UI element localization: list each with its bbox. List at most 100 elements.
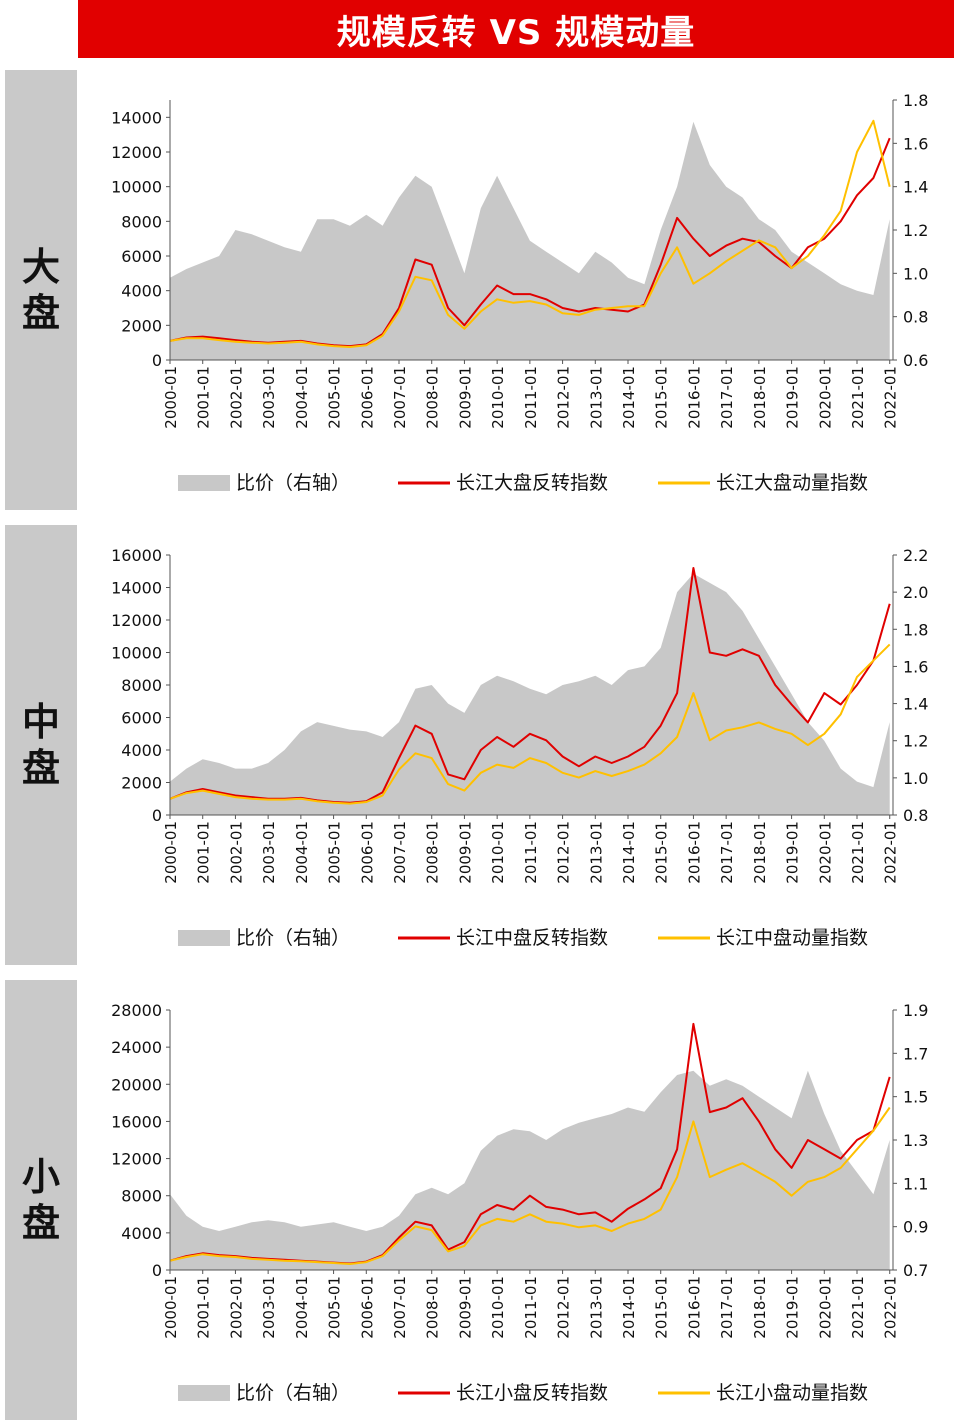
x-tick-label: 2009-01 [456,821,474,884]
y-right-tick-label: 1.4 [903,178,928,197]
legend-label-reversal: 长江中盘反转指数 [456,927,608,949]
y-right-tick-label: 0.8 [903,308,928,327]
x-tick-label: 2006-01 [358,1276,376,1339]
y-left-tick-label: 4000 [121,741,162,760]
y-left-tick-label: 20000 [111,1075,162,1094]
y-right-tick-label: 1.2 [903,221,928,240]
panel-label-box-large-cap: 大盘 [5,70,77,510]
y-left-tick-label: 6000 [121,247,162,266]
x-tick-label: 2005-01 [326,821,344,884]
x-tick-label: 2010-01 [489,366,507,429]
x-tick-label: 2009-01 [456,1276,474,1339]
y-right-tick-label: 1.0 [903,264,928,283]
x-tick-label: 2020-01 [816,366,834,429]
y-right-tick-label: 1.2 [903,732,928,751]
x-tick-label: 2008-01 [424,366,442,429]
y-left-tick-label: 2000 [121,316,162,335]
y-left-tick-label: 10000 [111,178,162,197]
ratio-area [170,1070,890,1270]
x-tick-label: 2017-01 [718,821,736,884]
legend-label-ratio: 比价（右轴） [236,472,350,494]
momentum-index-line [169,119,891,348]
legend-swatch-ratio [178,475,230,491]
x-tick-label: 2000-01 [162,1276,180,1339]
x-tick-label: 2011-01 [522,366,540,429]
y-left-tick-label: 0 [152,351,162,370]
y-left-tick-label: 8000 [121,676,162,695]
x-tick-label: 2019-01 [784,821,802,884]
legend-label-reversal: 长江大盘反转指数 [456,472,608,494]
y-right-tick-label: 1.3 [903,1131,928,1150]
y-left-tick-label: 6000 [121,709,162,728]
x-tick-label: 2022-01 [882,1276,900,1339]
y-right-tick-label: 0.7 [903,1261,928,1280]
x-tick-label: 2010-01 [489,1276,507,1339]
legend-label-momentum: 长江大盘动量指数 [716,472,868,494]
ratio-area [170,121,890,360]
x-tick-label: 2014-01 [620,366,638,429]
x-tick-label: 2004-01 [293,366,311,429]
y-left-tick-label: 4000 [121,1224,162,1243]
x-tick-label: 2003-01 [260,821,278,884]
panel-label-box-small-cap: 小盘 [5,980,77,1420]
y-right-tick-label: 0.8 [903,806,928,825]
x-tick-label: 2011-01 [522,821,540,884]
x-tick-label: 2005-01 [326,1276,344,1339]
x-tick-label: 2001-01 [195,366,213,429]
y-left-tick-label: 0 [152,806,162,825]
x-tick-label: 2009-01 [456,366,474,429]
x-tick-label: 2020-01 [816,821,834,884]
x-tick-label: 2016-01 [685,1276,703,1339]
x-tick-label: 2013-01 [587,1276,605,1339]
x-tick-label: 2000-01 [162,821,180,884]
y-right-tick-label: 1.7 [903,1044,928,1063]
y-left-tick-label: 12000 [111,611,162,630]
chart-small-cap: 0 4000 8000 12000 16000 20000 24000 28000 0.7 0.9… [111,1001,928,1404]
x-tick-label: 2003-01 [260,366,278,429]
y-right-tick-label: 1.8 [903,91,928,110]
momentum-index-line [169,643,891,805]
x-tick-label: 2007-01 [391,821,409,884]
y-right-tick-label: 1.1 [903,1174,928,1193]
x-tick-label: 2015-01 [653,1276,671,1339]
legend-label-reversal: 长江小盘反转指数 [456,1382,608,1404]
page-title: 规模反转 VS 规模动量 [78,0,954,58]
x-tick-label: 2013-01 [587,366,605,429]
y-left-tick-label: 10000 [111,644,162,663]
x-tick-label: 2016-01 [685,821,703,884]
legend-label-momentum: 长江小盘动量指数 [716,1382,868,1404]
y-left-tick-label: 0 [152,1261,162,1280]
legend-label-ratio: 比价（右轴） [236,1382,350,1404]
x-tick-label: 2004-01 [293,1276,311,1339]
x-tick-label: 2021-01 [849,366,867,429]
y-right-tick-label: 1.6 [903,657,928,676]
y-right-tick-label: 1.0 [903,769,928,788]
x-tick-label: 2015-01 [653,821,671,884]
x-tick-label: 2021-01 [849,821,867,884]
x-tick-label: 2019-01 [784,1276,802,1339]
panel-label-box-mid-cap: 中盘 [5,525,77,965]
x-tick-label: 2018-01 [751,366,769,429]
x-tick-label: 2017-01 [718,366,736,429]
y-left-tick-label: 28000 [111,1001,162,1020]
x-tick-label: 2018-01 [751,821,769,884]
y-right-tick-label: 1.5 [903,1088,928,1107]
panel-label-small-cap: 小盘 [21,1155,60,1245]
ratio-area [170,573,890,815]
x-tick-label: 2012-01 [555,366,573,429]
x-tick-label: 2007-01 [391,366,409,429]
y-left-tick-label: 24000 [111,1038,162,1057]
y-left-tick-label: 8000 [121,212,162,231]
x-tick-label: 2002-01 [227,1276,245,1339]
y-right-tick-label: 1.6 [903,134,928,153]
x-tick-label: 2010-01 [489,821,507,884]
y-right-tick-label: 2.0 [903,583,928,602]
x-tick-label: 2002-01 [227,821,245,884]
x-tick-label: 2001-01 [195,821,213,884]
x-tick-label: 2021-01 [849,1276,867,1339]
x-tick-label: 2003-01 [260,1276,278,1339]
y-right-tick-label: 1.8 [903,620,928,639]
y-left-tick-label: 4000 [121,282,162,301]
x-tick-label: 2015-01 [653,366,671,429]
x-tick-label: 2005-01 [326,366,344,429]
